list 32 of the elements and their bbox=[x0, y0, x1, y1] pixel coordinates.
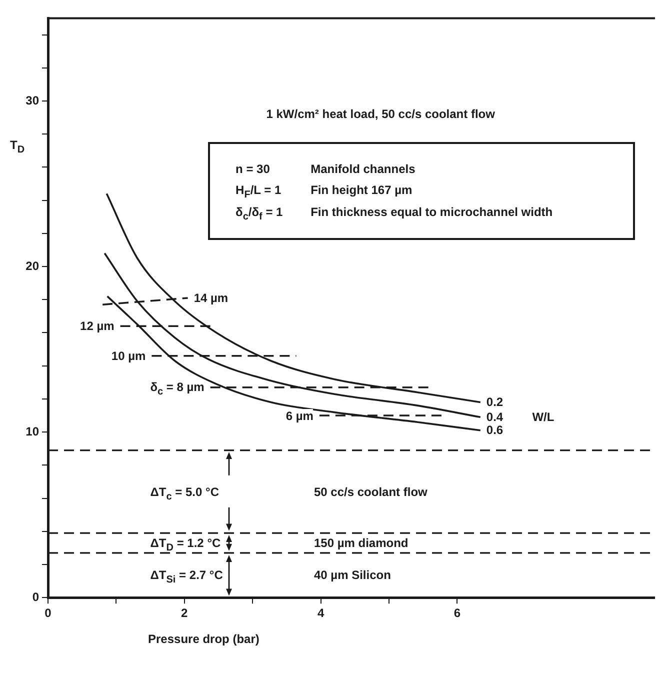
annotation: ΔT$_{c}$ = 5.0 °C bbox=[150, 484, 219, 504]
series-label: 14 µm bbox=[194, 290, 228, 305]
y-tick-label: 10 bbox=[26, 424, 40, 438]
annotation: Fin thickness equal to microchannel width bbox=[310, 204, 553, 219]
series-label: 12 µm bbox=[80, 319, 114, 334]
annotation: 150 µm diamond bbox=[314, 536, 408, 550]
y-tick-label: 0 bbox=[32, 590, 40, 604]
annotation: n = 30 bbox=[236, 162, 270, 176]
x-tick-label: 4 bbox=[317, 606, 324, 620]
annotation: ΔT$_{Si}$ = 2.7 °C bbox=[150, 568, 223, 588]
annotation: W/L bbox=[532, 410, 554, 424]
x-axis-title: Pressure drop (bar) bbox=[148, 632, 260, 646]
series-label: 10 µm bbox=[111, 348, 146, 363]
y-tick-label: 20 bbox=[26, 258, 40, 273]
series-label: 0.2 bbox=[486, 395, 504, 410]
x-tick-label: 0 bbox=[44, 606, 52, 620]
y-axis-title: T$_{D}$ bbox=[10, 138, 25, 158]
annotation: H$_{F}$/L = 1 bbox=[236, 183, 282, 203]
series-label: δ$_{c}$ = 8 µm bbox=[150, 380, 204, 400]
series-label: 0.4 bbox=[486, 410, 504, 424]
annotation: Manifold channels bbox=[310, 162, 416, 176]
annotation: Fin height 167 µm bbox=[310, 183, 412, 198]
annotation: δ$_{c}$/δ$_{f}$ = 1 bbox=[236, 204, 283, 224]
y-tick-label: 30 bbox=[26, 93, 40, 108]
annotation: 50 cc/s coolant flow bbox=[314, 484, 428, 499]
annotation: 1 kW/cm² heat load, 50 cc/s coolant flow bbox=[266, 107, 495, 122]
series-label: 6 µm bbox=[286, 408, 314, 422]
annotation: 40 µm Silicon bbox=[314, 568, 391, 582]
x-tick-label: 2 bbox=[181, 606, 188, 620]
series-label: 0.6 bbox=[486, 423, 504, 438]
annotation: ΔT$_{D}$ = 1.2 °C bbox=[150, 536, 221, 556]
x-tick-label: 6 bbox=[454, 606, 461, 620]
